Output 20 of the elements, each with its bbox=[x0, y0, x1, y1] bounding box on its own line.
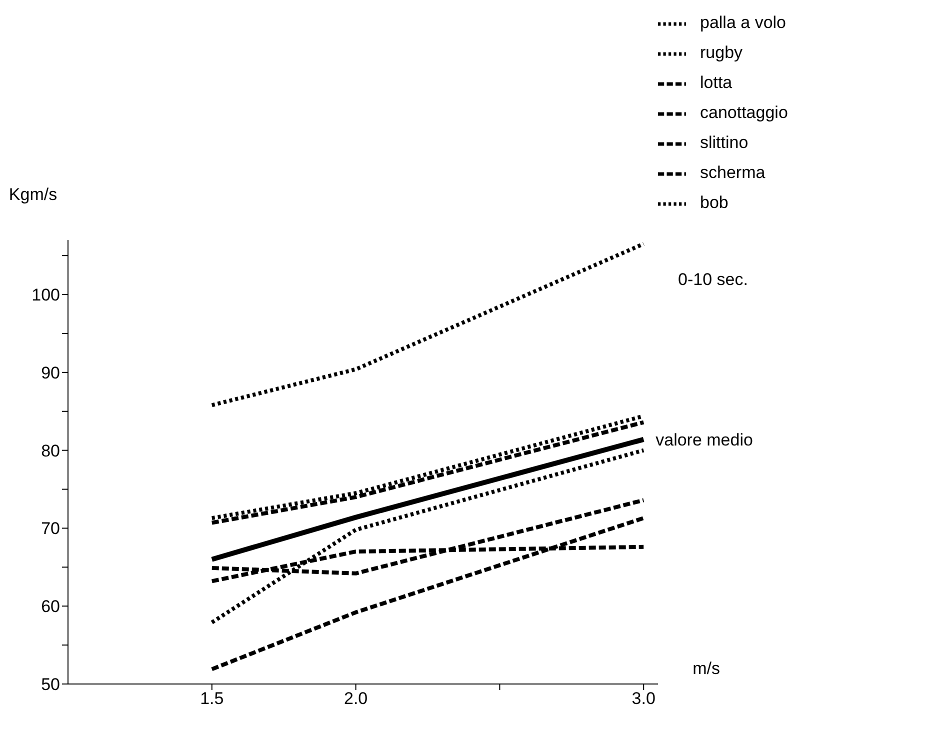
legend-label: lotta bbox=[700, 73, 732, 92]
legend-label: canottaggio bbox=[700, 103, 788, 122]
x-tick-label: 2.0 bbox=[344, 689, 368, 708]
y-tick-label: 100 bbox=[32, 286, 60, 305]
y-tick-label: 90 bbox=[41, 363, 60, 382]
text: 0-10 sec. bbox=[678, 270, 748, 290]
legend-label: bob bbox=[700, 193, 728, 212]
x-axis-title: m/s bbox=[692, 659, 720, 678]
x-tick-label: 3.0 bbox=[632, 689, 656, 708]
legend-label: slittino bbox=[700, 133, 748, 152]
y-tick-label: 80 bbox=[41, 441, 60, 460]
y-tick-label: 70 bbox=[41, 519, 60, 538]
annotation: valore medio bbox=[656, 430, 753, 450]
legend-label: palla a volo bbox=[700, 13, 786, 32]
legend-label: rugby bbox=[700, 43, 743, 62]
legend-label: scherma bbox=[700, 163, 766, 182]
y-axis-title: Kgm/s bbox=[8, 185, 58, 204]
y-tick-label: 60 bbox=[41, 597, 60, 616]
y-tick-label: 50 bbox=[41, 675, 60, 694]
x-tick-label: 1.5 bbox=[200, 689, 224, 708]
